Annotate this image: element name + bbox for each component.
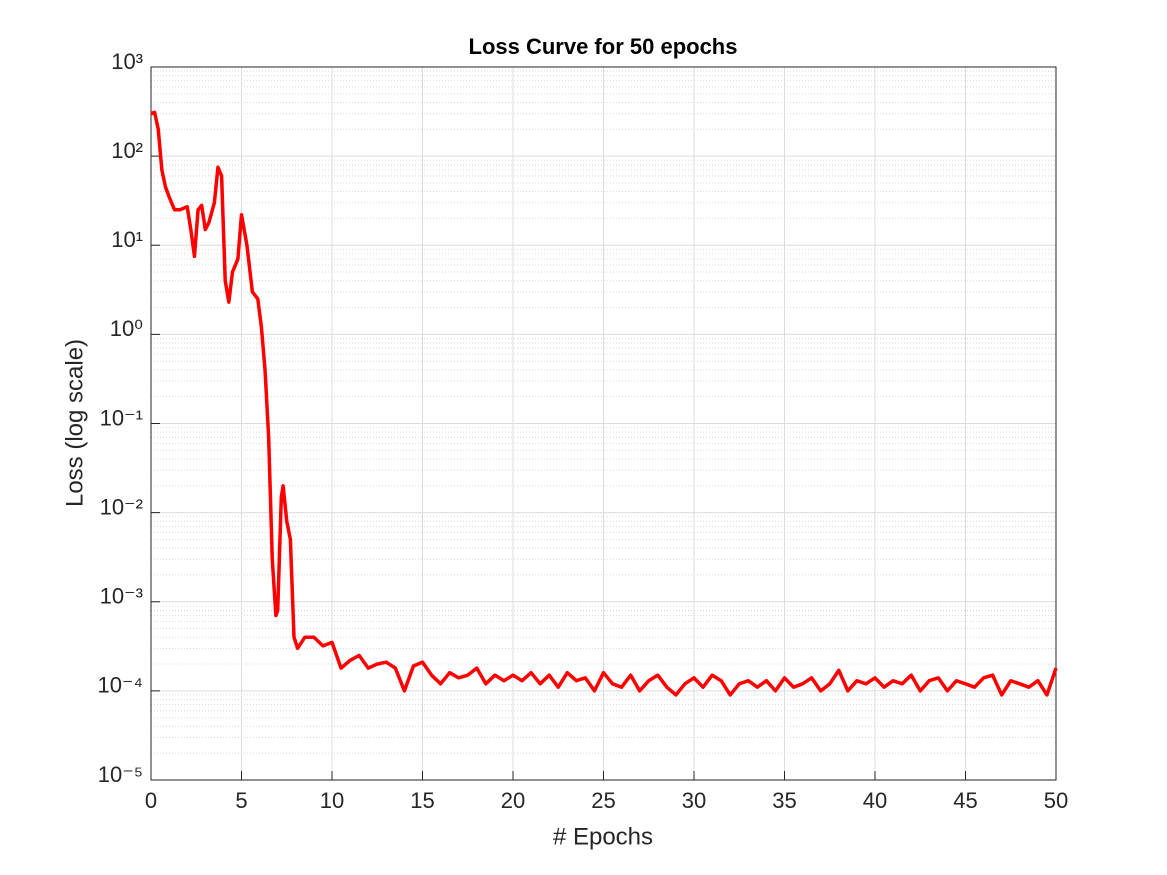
x-tick-label: 15	[410, 788, 434, 813]
loss-line	[150, 110, 1058, 697]
x-tick-label: 40	[863, 788, 887, 813]
x-tick-label: 10	[320, 788, 344, 813]
y-tick-label: 10¹	[111, 227, 143, 252]
x-tick-label: 45	[953, 788, 977, 813]
x-tick-label: 35	[772, 788, 796, 813]
y-axis-label: Loss (log scale)	[61, 339, 88, 507]
y-tick-label: 10⁻⁵	[98, 762, 143, 787]
x-tick-label: 25	[591, 788, 615, 813]
x-axis-label: # Epochs	[553, 823, 653, 850]
y-tick-label: 10⁰	[110, 316, 143, 341]
y-tick-label: 10⁻²	[100, 494, 143, 519]
x-tick-label: 0	[145, 788, 157, 813]
y-tick-label: 10⁻⁴	[97, 673, 143, 698]
x-tick-label: 30	[682, 788, 706, 813]
x-tick-label: 20	[501, 788, 525, 813]
y-tick-label: 10³	[111, 49, 143, 74]
y-tick-label: 10²	[111, 138, 143, 163]
y-tick-label: 10⁻³	[100, 584, 143, 609]
chart-title: Loss Curve for 50 epochs	[469, 34, 738, 59]
y-tick-label: 10⁻¹	[100, 405, 143, 430]
x-tick-label: 5	[235, 788, 247, 813]
x-tick-label: 50	[1044, 788, 1068, 813]
axes-box	[150, 66, 1057, 781]
